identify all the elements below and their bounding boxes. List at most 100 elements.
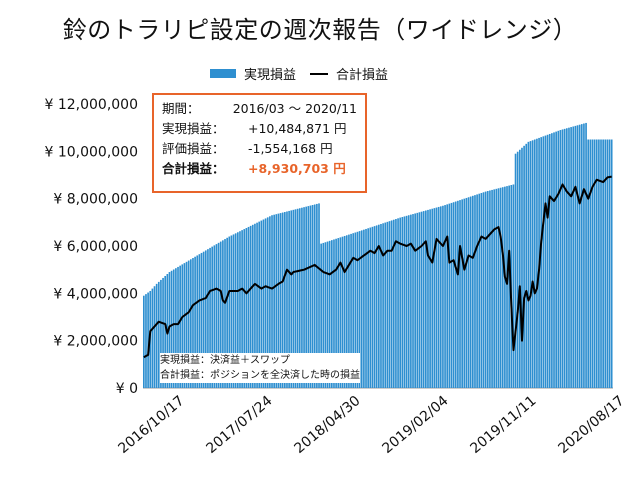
- bar: [228, 236, 231, 388]
- y-tick-label: ¥ 10,000,000: [44, 144, 138, 160]
- bar: [435, 207, 438, 388]
- bar: [382, 223, 384, 388]
- bar: [260, 220, 263, 388]
- bar: [504, 186, 506, 388]
- bar: [264, 218, 267, 388]
- bar: [412, 214, 414, 388]
- bar: [352, 233, 355, 388]
- bar: [234, 233, 237, 388]
- bar: [232, 234, 235, 388]
- bar: [414, 213, 416, 388]
- bar: [290, 210, 293, 388]
- note-total: 合計損益：ポジションを全決済した時の損益: [160, 370, 360, 381]
- bar: [551, 133, 553, 388]
- bar: [533, 139, 536, 388]
- bar: [593, 139, 596, 388]
- period-label: 期間：: [162, 101, 200, 116]
- bar: [311, 205, 314, 388]
- bar: [309, 205, 312, 388]
- y-tick-label: ¥ 12,000,000: [44, 97, 138, 113]
- bar: [192, 258, 194, 388]
- bar: [373, 226, 376, 388]
- bar: [375, 225, 378, 388]
- bar: [427, 209, 429, 388]
- bar: [237, 232, 239, 388]
- bar: [585, 122, 587, 389]
- bar: [305, 206, 308, 388]
- bar: [175, 268, 177, 388]
- bar: [365, 228, 367, 388]
- x-tick-label: 2020/08/17: [555, 393, 627, 457]
- x-tick-label: 2016/10/17: [115, 393, 187, 457]
- total-value: +8,930,703 円: [248, 161, 346, 176]
- bar: [354, 232, 357, 388]
- bar: [307, 206, 310, 388]
- bar: [495, 188, 498, 388]
- bar: [294, 209, 297, 388]
- bar: [546, 134, 549, 388]
- bar: [600, 139, 602, 388]
- bar: [284, 212, 286, 388]
- bar: [410, 214, 412, 388]
- bar: [177, 266, 179, 388]
- bar: [230, 235, 233, 388]
- legend-bar-swatch: [210, 69, 236, 78]
- bar: [516, 151, 519, 388]
- bar: [405, 215, 408, 388]
- bar: [544, 135, 547, 388]
- bar: [486, 191, 489, 388]
- bar: [145, 294, 147, 388]
- bar: [439, 206, 442, 388]
- unrealized-value: -1,554,168 円: [248, 141, 333, 156]
- bar: [536, 138, 538, 388]
- bar: [275, 214, 278, 388]
- bar: [217, 242, 220, 388]
- bar: [580, 124, 583, 389]
- total-line: [143, 175, 612, 359]
- bar: [525, 143, 528, 388]
- bar: [301, 207, 303, 388]
- bar: [254, 223, 256, 388]
- bar: [484, 191, 487, 388]
- bar: [277, 213, 280, 388]
- bar: [200, 252, 203, 388]
- bar: [523, 145, 525, 388]
- bar: [576, 125, 579, 389]
- bar: [442, 205, 444, 388]
- bar: [296, 208, 299, 388]
- bar: [187, 260, 190, 388]
- bar: [245, 228, 248, 388]
- bar: [422, 211, 425, 388]
- bar: [320, 243, 322, 388]
- bar: [202, 251, 205, 388]
- bar: [380, 223, 382, 388]
- bar: [358, 231, 361, 388]
- bar: [286, 211, 288, 388]
- bar: [258, 221, 261, 388]
- bar: [604, 139, 607, 388]
- bar: [418, 212, 421, 388]
- bar: [548, 133, 551, 388]
- bar: [553, 132, 555, 388]
- bar: [420, 211, 423, 388]
- bar: [298, 208, 301, 388]
- bar: [407, 215, 410, 388]
- bar: [345, 235, 348, 388]
- period-value: 2016/03 ～ 2020/11: [232, 101, 357, 116]
- bar: [224, 239, 226, 388]
- bar: [369, 227, 372, 388]
- bar: [429, 209, 431, 388]
- bar: [401, 217, 404, 388]
- bar: [388, 221, 391, 388]
- bar: [153, 286, 156, 388]
- bar: [322, 242, 325, 388]
- unrealized-row: 評価損益： -1,554,168 円: [162, 139, 357, 159]
- bar: [172, 269, 175, 388]
- legend: 実現損益 合計損益: [210, 64, 388, 83]
- legend-total-label: 合計損益: [336, 68, 389, 83]
- bar: [350, 233, 352, 388]
- bar: [343, 235, 346, 388]
- bar: [463, 198, 466, 388]
- bar: [489, 190, 491, 388]
- bar: [395, 219, 397, 388]
